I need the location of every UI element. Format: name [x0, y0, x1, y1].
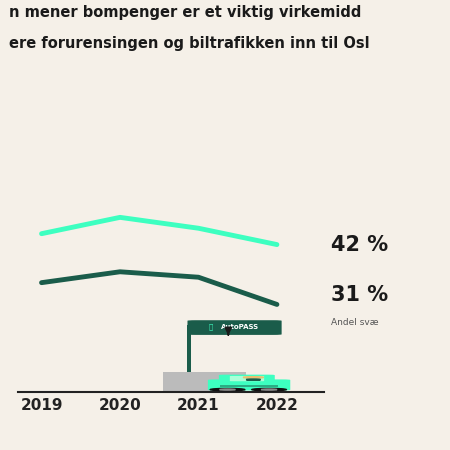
FancyBboxPatch shape [188, 325, 243, 329]
Text: 42 %: 42 % [331, 234, 388, 255]
Circle shape [220, 389, 235, 390]
Text: 31 %: 31 % [331, 285, 388, 306]
Text: AutoPASS: AutoPASS [221, 324, 259, 330]
Text: Andel svæ: Andel svæ [331, 318, 378, 327]
Text: n mener bompenger er et viktig virkemidd: n mener bompenger er et viktig virkemidd [9, 4, 361, 19]
Circle shape [261, 389, 277, 390]
Circle shape [252, 388, 286, 391]
FancyBboxPatch shape [163, 373, 246, 392]
FancyBboxPatch shape [188, 326, 191, 373]
FancyBboxPatch shape [219, 375, 275, 382]
FancyBboxPatch shape [220, 385, 279, 387]
FancyBboxPatch shape [188, 320, 282, 335]
Text: ere forurensingen og biltrafikken inn til Osl: ere forurensingen og biltrafikken inn ti… [9, 36, 369, 51]
FancyBboxPatch shape [230, 376, 264, 381]
FancyBboxPatch shape [208, 379, 290, 391]
Circle shape [210, 388, 245, 391]
Text: ⦾: ⦾ [209, 324, 213, 330]
Circle shape [243, 377, 264, 378]
